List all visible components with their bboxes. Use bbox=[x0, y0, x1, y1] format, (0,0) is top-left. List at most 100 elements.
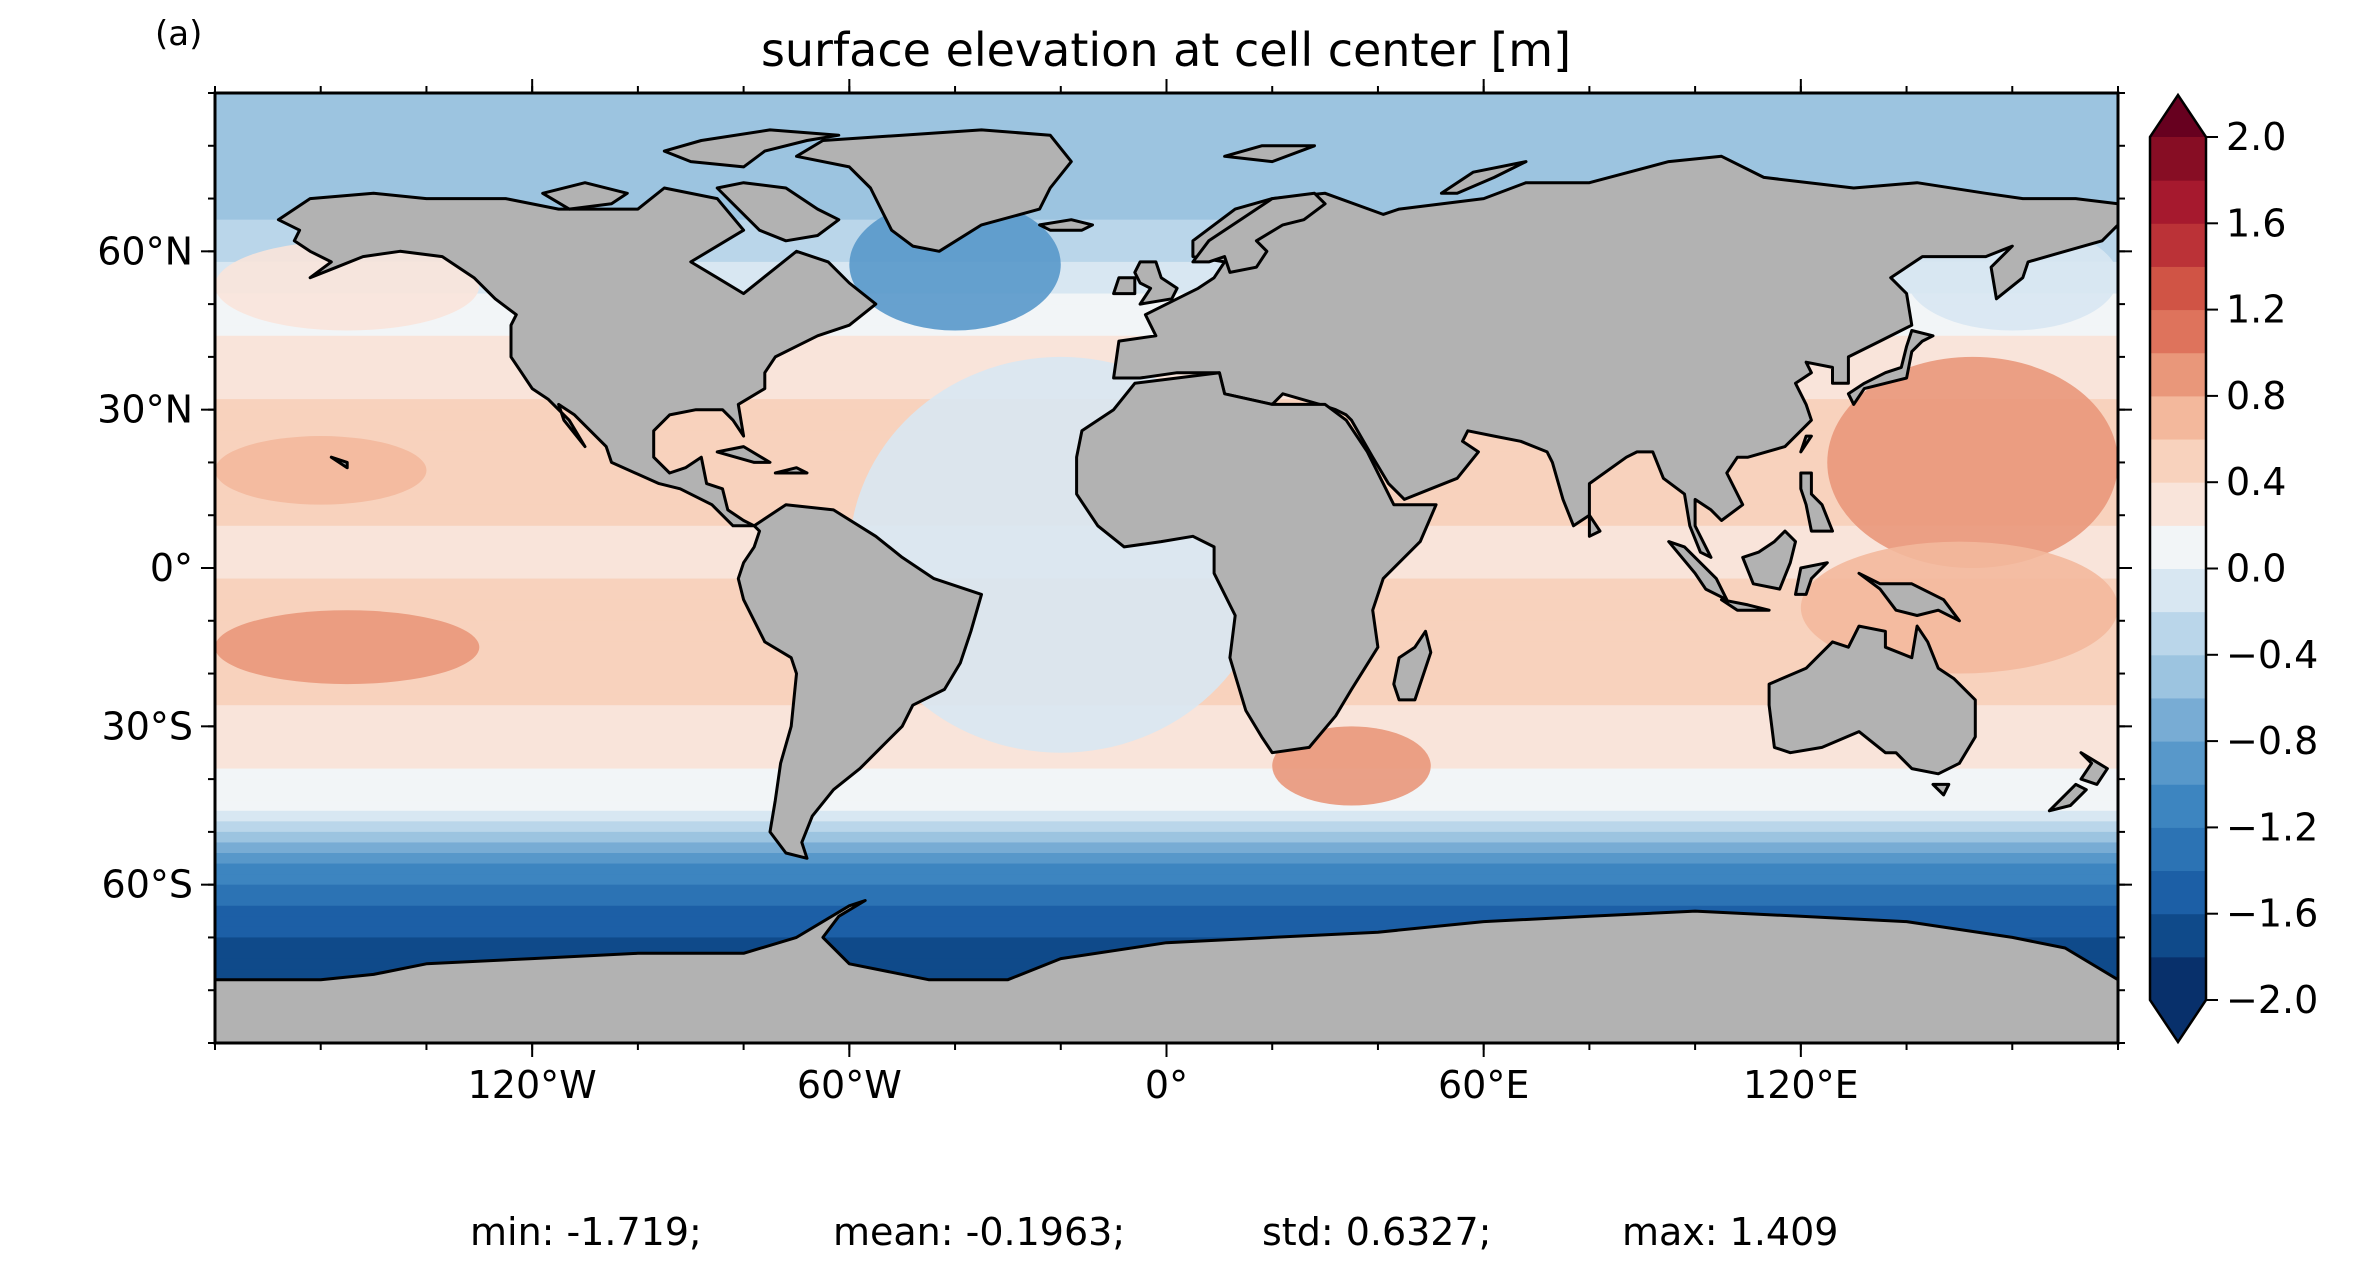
field-band bbox=[215, 768, 2118, 780]
field-band bbox=[215, 842, 2118, 854]
colorbar-segment bbox=[2150, 223, 2206, 267]
land-new-guinea bbox=[1857, 571, 1961, 623]
colorbar-segment bbox=[2150, 482, 2206, 526]
x-axis: 120°W 60°W 0° 60°E 120°E bbox=[214, 79, 2119, 1107]
chart-title: surface elevation at cell center [m] bbox=[761, 23, 1571, 77]
land-philippines bbox=[1799, 471, 1834, 533]
field-band bbox=[215, 145, 2118, 157]
x-tick-label: 60°W bbox=[797, 1063, 902, 1107]
land-scandinavia bbox=[1191, 191, 1327, 274]
field-band bbox=[215, 895, 2118, 907]
colorbar-tick-label: 0.0 bbox=[2226, 547, 2286, 591]
x-tick-label: 120°W bbox=[468, 1063, 597, 1107]
colorbar-tick-label: 1.2 bbox=[2226, 288, 2286, 332]
field-band bbox=[215, 272, 2118, 284]
land-sri-lanka bbox=[1587, 513, 1602, 538]
field-band bbox=[215, 747, 2118, 759]
colorbar-segment bbox=[2150, 352, 2206, 397]
field-band bbox=[215, 800, 2118, 812]
colorbar-over-arrow bbox=[2150, 95, 2206, 137]
field-band bbox=[215, 863, 2118, 875]
colorbar-segment bbox=[2150, 913, 2206, 958]
field-band bbox=[215, 166, 2118, 179]
map-area bbox=[215, 93, 2118, 1043]
land-uk bbox=[1133, 260, 1179, 306]
land-ellesmere bbox=[662, 128, 841, 169]
land-masses bbox=[215, 128, 2118, 1043]
statistics: min: -1.719; mean: -0.1963; std: 0.6327;… bbox=[470, 1210, 1838, 1254]
land-japan bbox=[1846, 329, 1935, 406]
colorbar-tick-label: −0.4 bbox=[2226, 633, 2318, 677]
land-antarctica bbox=[215, 899, 2118, 1043]
colorbar-segment bbox=[2150, 266, 2206, 311]
colorbar-under-arrow bbox=[2150, 1000, 2206, 1042]
field-band bbox=[215, 884, 2118, 896]
colorbar-segment bbox=[2150, 697, 2206, 742]
colorbar-segment bbox=[2150, 568, 2206, 613]
land-africa bbox=[1075, 371, 1438, 755]
land-hawaii bbox=[329, 455, 349, 470]
colorbar-tick-label: −1.6 bbox=[2226, 892, 2318, 936]
colorbar-tick-label: −0.8 bbox=[2226, 719, 2318, 763]
field-band bbox=[215, 93, 2118, 105]
land-sulawesi bbox=[1794, 561, 1829, 596]
panel-label: (a) bbox=[155, 14, 202, 54]
field-band bbox=[215, 240, 2118, 252]
colorbar-tick-label: 1.6 bbox=[2226, 201, 2286, 245]
field-band bbox=[215, 758, 2118, 770]
field-band bbox=[215, 916, 2118, 928]
field-band bbox=[215, 810, 2118, 822]
field-band bbox=[215, 821, 2118, 833]
land-north-america bbox=[276, 186, 878, 528]
field-band bbox=[215, 219, 2118, 231]
y-tick-label: 30°S bbox=[102, 704, 193, 748]
colorbar-segment bbox=[2150, 611, 2206, 656]
land-new-zealand bbox=[2079, 751, 2109, 786]
field-band bbox=[215, 926, 2118, 939]
field-band bbox=[215, 198, 2118, 210]
y-tick-label: 60°N bbox=[97, 229, 193, 273]
x-tick-label: 60°E bbox=[1438, 1063, 1529, 1107]
land-svalbard bbox=[1223, 144, 1316, 164]
colorbar-tick-label: 0.4 bbox=[2226, 460, 2286, 504]
field-feature bbox=[215, 240, 480, 331]
y-tick-label: 60°S bbox=[102, 863, 193, 907]
field-band bbox=[215, 789, 2118, 801]
land-baffin-island bbox=[715, 181, 841, 243]
land-ireland bbox=[1112, 276, 1137, 296]
field-band bbox=[215, 209, 2118, 221]
colorbar-segment bbox=[2150, 439, 2206, 483]
colorbar-tick-label: 2.0 bbox=[2226, 115, 2286, 159]
stat-min: min: -1.719; bbox=[470, 1210, 702, 1254]
x-tick-label: 120°E bbox=[1743, 1063, 1859, 1107]
land-australia bbox=[1767, 624, 1977, 776]
field-band bbox=[215, 114, 2118, 126]
colorbar-tick-label: −2.0 bbox=[2226, 978, 2318, 1022]
colorbar-segment bbox=[2150, 956, 2206, 1001]
land-iceland bbox=[1038, 218, 1094, 232]
field-band bbox=[215, 251, 2118, 263]
colorbar: 2.0 1.6 1.2 0.8 0.4 0.0 −0.4 −0.8 −1.2 −1.6 −2.0 bbox=[2148, 92, 2318, 1045]
field-feature bbox=[215, 610, 480, 685]
x-tick-label: 0° bbox=[1145, 1063, 1188, 1107]
land-europe-asia bbox=[1112, 154, 2118, 559]
field-band bbox=[215, 874, 2118, 886]
field-feature bbox=[1827, 356, 2118, 568]
colorbar-segment bbox=[2150, 525, 2206, 569]
stat-mean: mean: -0.1963; bbox=[833, 1210, 1125, 1254]
field-band bbox=[215, 736, 2118, 749]
land-taiwan bbox=[1799, 434, 1813, 454]
land-cuba bbox=[715, 445, 772, 464]
stat-std: std: 0.6327; bbox=[1262, 1210, 1491, 1254]
field-band bbox=[215, 905, 2118, 917]
y-tick-label: 30°N bbox=[97, 388, 193, 432]
field-band bbox=[215, 135, 2118, 147]
y-tick-label: 0° bbox=[150, 546, 193, 590]
field-band bbox=[215, 779, 2118, 791]
colorbar-segment bbox=[2150, 654, 2206, 699]
field-band bbox=[215, 188, 2118, 200]
land-tasmania bbox=[1931, 782, 1951, 797]
colorbar-segment bbox=[2150, 309, 2206, 354]
colorbar-segment bbox=[2150, 137, 2206, 181]
colorbar-segment bbox=[2150, 827, 2206, 872]
